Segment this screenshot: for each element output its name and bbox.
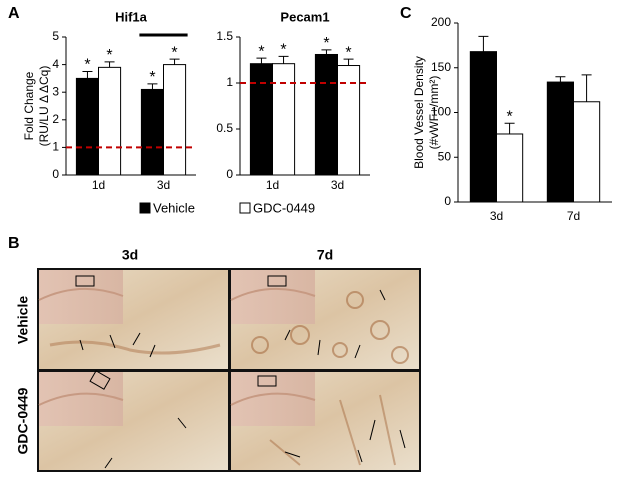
significance-marker: * — [106, 47, 112, 64]
y-tick-label: 0 — [444, 194, 451, 208]
y-tick-label: 4 — [52, 57, 59, 71]
error-bar — [147, 83, 158, 90]
bar — [469, 51, 498, 203]
y-tick-label: 0.5 — [216, 121, 233, 135]
panel-label: B — [8, 235, 20, 252]
y-tick-label: 200 — [431, 15, 451, 29]
y-tick-label: 100 — [431, 105, 451, 119]
y-axis-label: Blood Vessel Density — [412, 56, 426, 169]
significance-marker: * — [84, 57, 90, 74]
error-bar — [321, 49, 332, 55]
y-axis-label: (#vWF+/mm²) — [427, 76, 441, 150]
error-bar — [82, 71, 93, 79]
column-label: 3d — [122, 247, 138, 263]
error-bar — [104, 61, 115, 68]
y-tick-label: 2 — [52, 112, 59, 126]
bar — [249, 63, 273, 176]
panel-label: C — [400, 5, 412, 22]
row-label: GDC-0449 — [15, 387, 31, 454]
micrograph-grid — [37, 268, 421, 472]
x-tick-label: 1d — [92, 178, 105, 192]
error-bar — [169, 58, 180, 65]
chart-title: Hif1a — [115, 9, 148, 24]
y-tick-label: 0 — [52, 167, 59, 181]
y-tick-label: 1.5 — [216, 29, 233, 43]
y-tick-label: 150 — [431, 60, 451, 74]
y-tick-label: 1 — [52, 140, 59, 154]
significance-marker: * — [171, 44, 177, 61]
error-bar — [478, 35, 489, 52]
y-axis-label: (RU/LU Δ ΔCq) — [37, 66, 51, 147]
significance-marker: * — [280, 42, 286, 59]
y-tick-label: 50 — [438, 149, 452, 163]
panel-label: A — [8, 5, 20, 22]
bar — [496, 133, 524, 203]
significance-marker: * — [506, 108, 512, 125]
error-bar — [278, 55, 289, 64]
legend-swatch — [139, 202, 151, 214]
micrograph — [38, 270, 228, 369]
significance-marker: * — [258, 43, 264, 60]
micrograph — [230, 270, 419, 369]
row-label: Vehicle — [15, 296, 31, 344]
chart-title: Pecam1 — [280, 9, 329, 24]
significance-marker: * — [149, 69, 155, 86]
error-bar — [343, 58, 354, 66]
bar — [98, 66, 122, 176]
error-bar — [256, 57, 267, 64]
y-axis-label: Fold Change — [22, 71, 36, 140]
bar — [573, 101, 601, 203]
y-tick-label: 5 — [52, 29, 59, 43]
error-bar — [555, 76, 566, 83]
x-tick-label: 3d — [157, 178, 170, 192]
legend-label: Vehicle — [153, 200, 195, 215]
column-label: 7d — [317, 247, 333, 263]
bar — [272, 63, 296, 176]
significance-marker: * — [345, 44, 351, 61]
bar — [337, 65, 361, 176]
bar — [140, 88, 164, 176]
bar — [75, 77, 100, 176]
micrograph — [38, 370, 228, 470]
bar — [163, 64, 187, 176]
error-bar — [504, 122, 515, 134]
micrograph — [230, 372, 419, 470]
x-tick-label: 1d — [266, 178, 279, 192]
legend-swatch — [239, 202, 251, 214]
legend-label: GDC-0449 — [253, 200, 315, 215]
bar — [546, 81, 575, 203]
significance-marker: * — [323, 35, 329, 52]
x-tick-label: 7d — [567, 209, 580, 223]
x-tick-label: 3d — [331, 178, 344, 192]
y-tick-label: 3 — [52, 84, 59, 98]
bar — [314, 53, 338, 176]
y-tick-label: 0 — [226, 167, 233, 181]
y-tick-label: 1 — [226, 75, 233, 89]
error-bar — [581, 74, 592, 102]
x-tick-label: 3d — [490, 209, 503, 223]
